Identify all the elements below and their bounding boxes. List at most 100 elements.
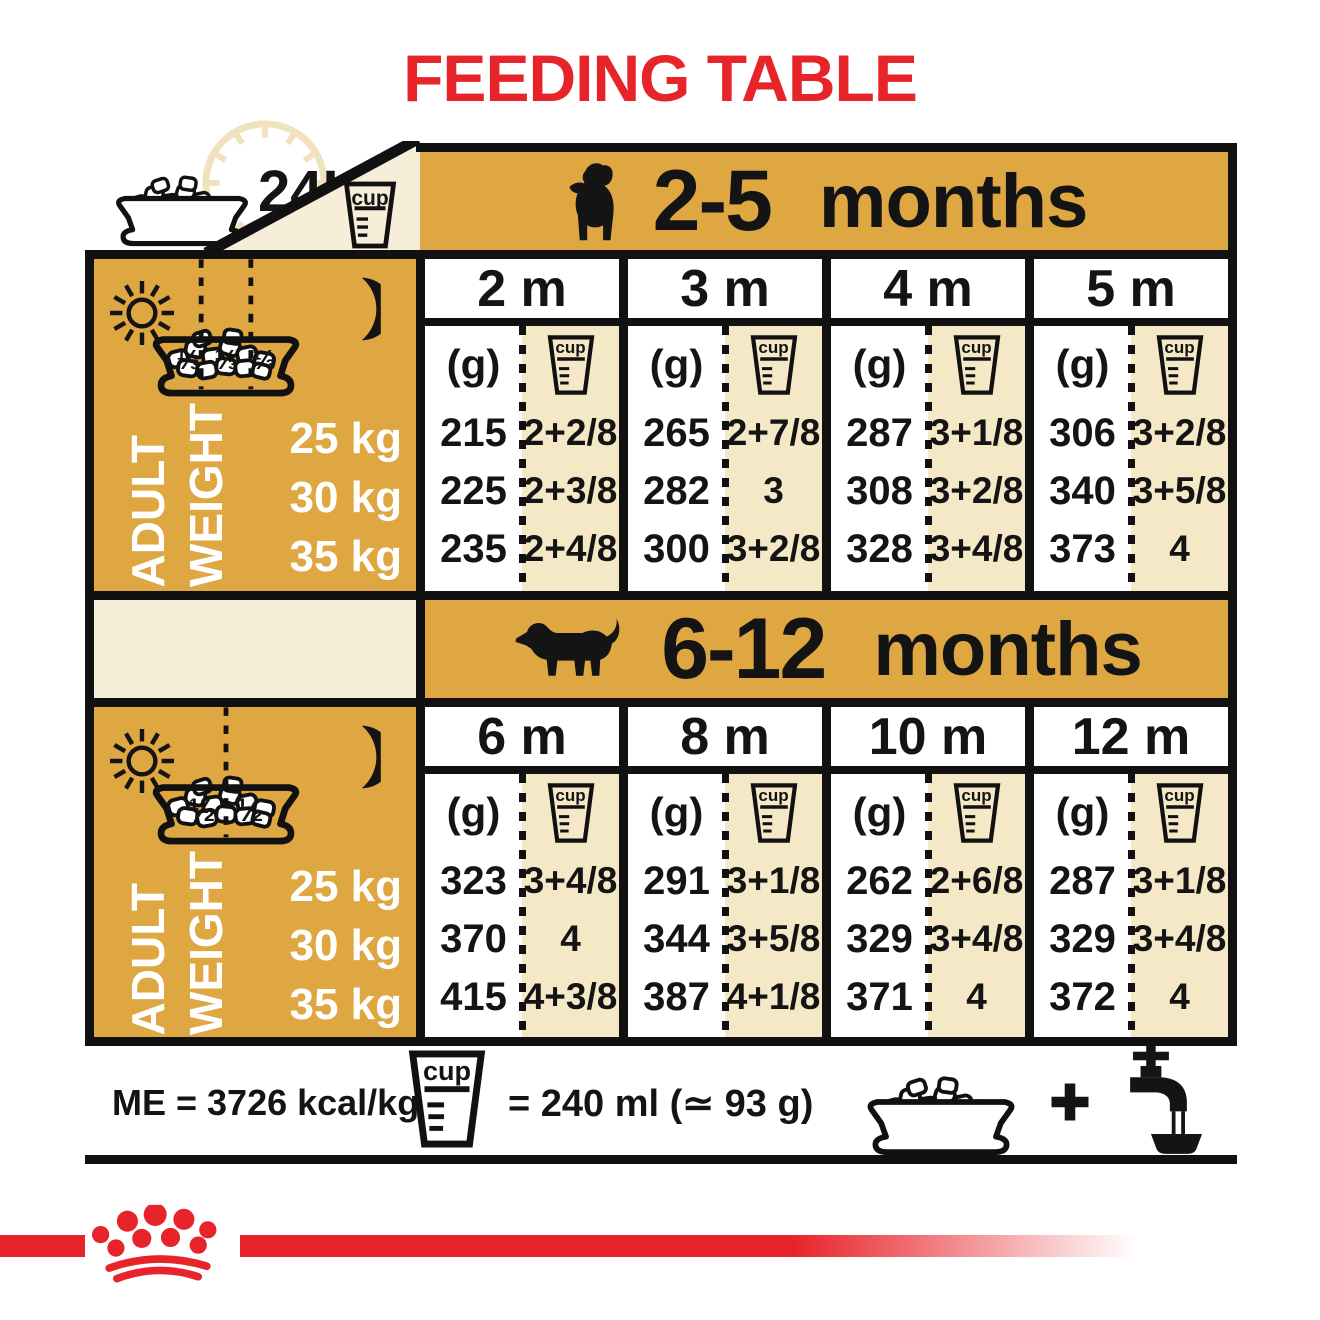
dotted-divider	[925, 774, 932, 1037]
water-tap-icon	[1098, 1042, 1202, 1158]
weight-row: 25 kg	[289, 413, 402, 463]
grams-value: 287	[1049, 858, 1116, 903]
month-header: 4 m	[831, 259, 1025, 326]
measuring-cup-icon: cup	[1150, 780, 1210, 846]
cups-value: 2+4/8	[523, 528, 618, 569]
cups-value: 4+1/8	[726, 976, 821, 1017]
dotted-divider	[519, 774, 526, 1037]
bowl-halves-icon: ½ ½	[140, 707, 312, 849]
dotted-divider	[722, 774, 729, 1037]
grams-value: 340	[1049, 468, 1116, 513]
cups-value: 3+1/8	[1132, 860, 1227, 901]
month-column-8m: 8 m (g) 291 344 387 cup 3+1/8 3+5/8 4+1/…	[628, 707, 822, 1037]
grams-header: (g)	[852, 341, 907, 388]
moon-icon	[332, 723, 382, 791]
grams-value: 387	[643, 974, 710, 1019]
age-range: 6-12	[661, 600, 827, 697]
divider	[85, 1155, 1237, 1164]
cup-icon-label: cup	[351, 186, 389, 210]
grams-header: (g)	[649, 341, 704, 388]
cups-value: 2+6/8	[929, 860, 1024, 901]
cups-value: 3+1/8	[929, 412, 1024, 453]
month-header: 3 m	[628, 259, 822, 326]
grams-value: 225	[440, 468, 507, 513]
cups-value: 2+3/8	[523, 470, 618, 511]
grams-header: (g)	[649, 789, 704, 836]
cups-subcolumn: cup 3+4/8 4 4+3/8	[522, 774, 619, 1037]
cups-value: 4+3/8	[523, 976, 618, 1017]
cups-value: 3+4/8	[1132, 918, 1227, 959]
cups-value: 3+2/8	[726, 528, 821, 569]
grams-value: 215	[440, 410, 507, 455]
cups-subcolumn: cup 2+6/8 3+4/8 4	[928, 774, 1025, 1037]
divider	[85, 698, 1237, 707]
section-header-2-5-months: 2-5 months	[420, 152, 1228, 250]
grams-value: 372	[1049, 974, 1116, 1019]
cup-icon-label: cup	[555, 338, 586, 358]
age-range-suffix: months	[873, 606, 1142, 692]
month-header: 5 m	[1034, 259, 1228, 326]
grams-subcolumn: (g) 291 344 387	[628, 774, 725, 1037]
divider	[85, 250, 94, 1046]
weight-rows: 25 kg 30 kg 35 kg	[227, 409, 402, 586]
feeding-grid-6-12-months: 6 m (g) 323 370 415 cup 3+4/8 4 4+3/8	[425, 707, 1228, 1037]
grams-header: (g)	[446, 789, 501, 836]
grams-value: 300	[643, 526, 710, 571]
grams-subcolumn: (g) 287 308 328	[831, 326, 928, 591]
month-column-3m: 3 m (g) 265 282 300 cup 2+7/8 3 3+2/8	[628, 259, 822, 591]
puppy-icon	[561, 159, 619, 243]
plus-icon	[1048, 1080, 1092, 1124]
cups-value: 3	[763, 470, 784, 511]
measuring-cup-icon-large: cup	[398, 1046, 496, 1152]
cups-value: 3+4/8	[929, 918, 1024, 959]
cups-subcolumn: cup 2+7/8 3 3+2/8	[725, 326, 822, 591]
cups-value: 4	[1169, 976, 1190, 1017]
cups-value: 4	[966, 976, 987, 1017]
cup-icon-label: cup	[758, 338, 789, 358]
grams-subcolumn: (g) 287 329 372	[1034, 774, 1131, 1037]
month-column-6m: 6 m (g) 323 370 415 cup 3+4/8 4 4+3/8	[425, 707, 619, 1037]
bowl-thirds-icon: ⅓ ⅓ ⅓	[140, 259, 312, 401]
grams-subcolumn: (g) 262 329 371	[831, 774, 928, 1037]
cups-value: 3+4/8	[929, 528, 1024, 569]
divider	[85, 1037, 1237, 1046]
cup-icon-label: cup	[961, 338, 992, 358]
grams-value: 265	[643, 410, 710, 455]
portion-fraction: ⅓	[214, 344, 238, 376]
divider	[1228, 143, 1237, 1046]
grams-value: 282	[643, 468, 710, 513]
food-bowl-icon	[845, 1048, 1037, 1156]
measuring-cup-icon: cup	[330, 180, 410, 250]
grams-value: 329	[846, 916, 913, 961]
section-header-6-12-months: 6-12 months	[425, 600, 1228, 698]
grams-value: 371	[846, 974, 913, 1019]
cups-subcolumn: cup 3+2/8 3+5/8 4	[1131, 326, 1228, 591]
feeding-grid-2-5-months: 2 m (g) 215 225 235 cup 2+2/8 2+3/8 2+4/…	[425, 259, 1228, 591]
cups-subcolumn: cup 3+1/8 3+5/8 4+1/8	[725, 774, 822, 1037]
grams-value: 370	[440, 916, 507, 961]
cups-value: 3+4/8	[523, 860, 618, 901]
metabolizable-energy-label: ME = 3726 kcal/kg	[112, 1082, 420, 1123]
age-range: 2-5	[652, 152, 773, 249]
grams-value: 373	[1049, 526, 1116, 571]
portion-fraction: ½	[236, 792, 264, 829]
month-column-10m: 10 m (g) 262 329 371 cup 2+6/8 3+4/8 4	[831, 707, 1025, 1037]
measuring-cup-icon: cup	[541, 332, 601, 398]
dotted-divider	[925, 326, 932, 591]
grams-header: (g)	[1055, 789, 1110, 836]
cups-value: 2+7/8	[726, 412, 821, 453]
month-column-12m: 12 m (g) 287 329 372 cup 3+1/8 3+4/8 4	[1034, 707, 1228, 1037]
cups-value: 4	[1169, 528, 1190, 569]
cup-icon-label: cup	[555, 786, 586, 806]
adult-weight-label: ADULT WEIGHT	[122, 403, 233, 587]
cups-value: 3+5/8	[1132, 470, 1227, 511]
royal-canin-crown-logo	[92, 1204, 226, 1292]
weight-row: 25 kg	[289, 861, 402, 911]
cup-icon-label: cup	[422, 1055, 471, 1086]
grams-value: 262	[846, 858, 913, 903]
grams-value: 329	[1049, 916, 1116, 961]
cups-value: 3+1/8	[726, 860, 821, 901]
portion-panel-6-12: ½ ½ ADULT WEIGHT 25 kg 30 kg 35 kg	[94, 707, 416, 1037]
cup-icon-label: cup	[961, 786, 992, 806]
divider	[416, 143, 1237, 152]
